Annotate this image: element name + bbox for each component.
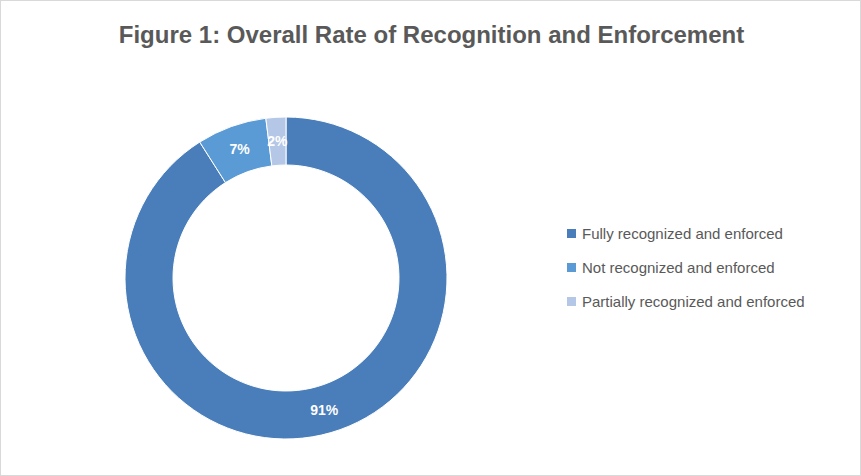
html-text:Not recognized and enforced: Not recognized and enforced (582, 258, 775, 276)
html-text:Figure 1: Overall Rate of Reco: Figure 1: Overall Rate of Recognition an… (118, 21, 745, 48)
html-text:Fully recognized and enforced: Fully recognized and enforced (582, 224, 783, 242)
html-text:Partially recognized and enfor: Partially recognized and enforced (582, 292, 805, 310)
svg-text:91%: 91% (310, 402, 339, 418)
svg-text:7%: 7% (229, 141, 250, 157)
svg-text:2%: 2% (267, 133, 288, 149)
